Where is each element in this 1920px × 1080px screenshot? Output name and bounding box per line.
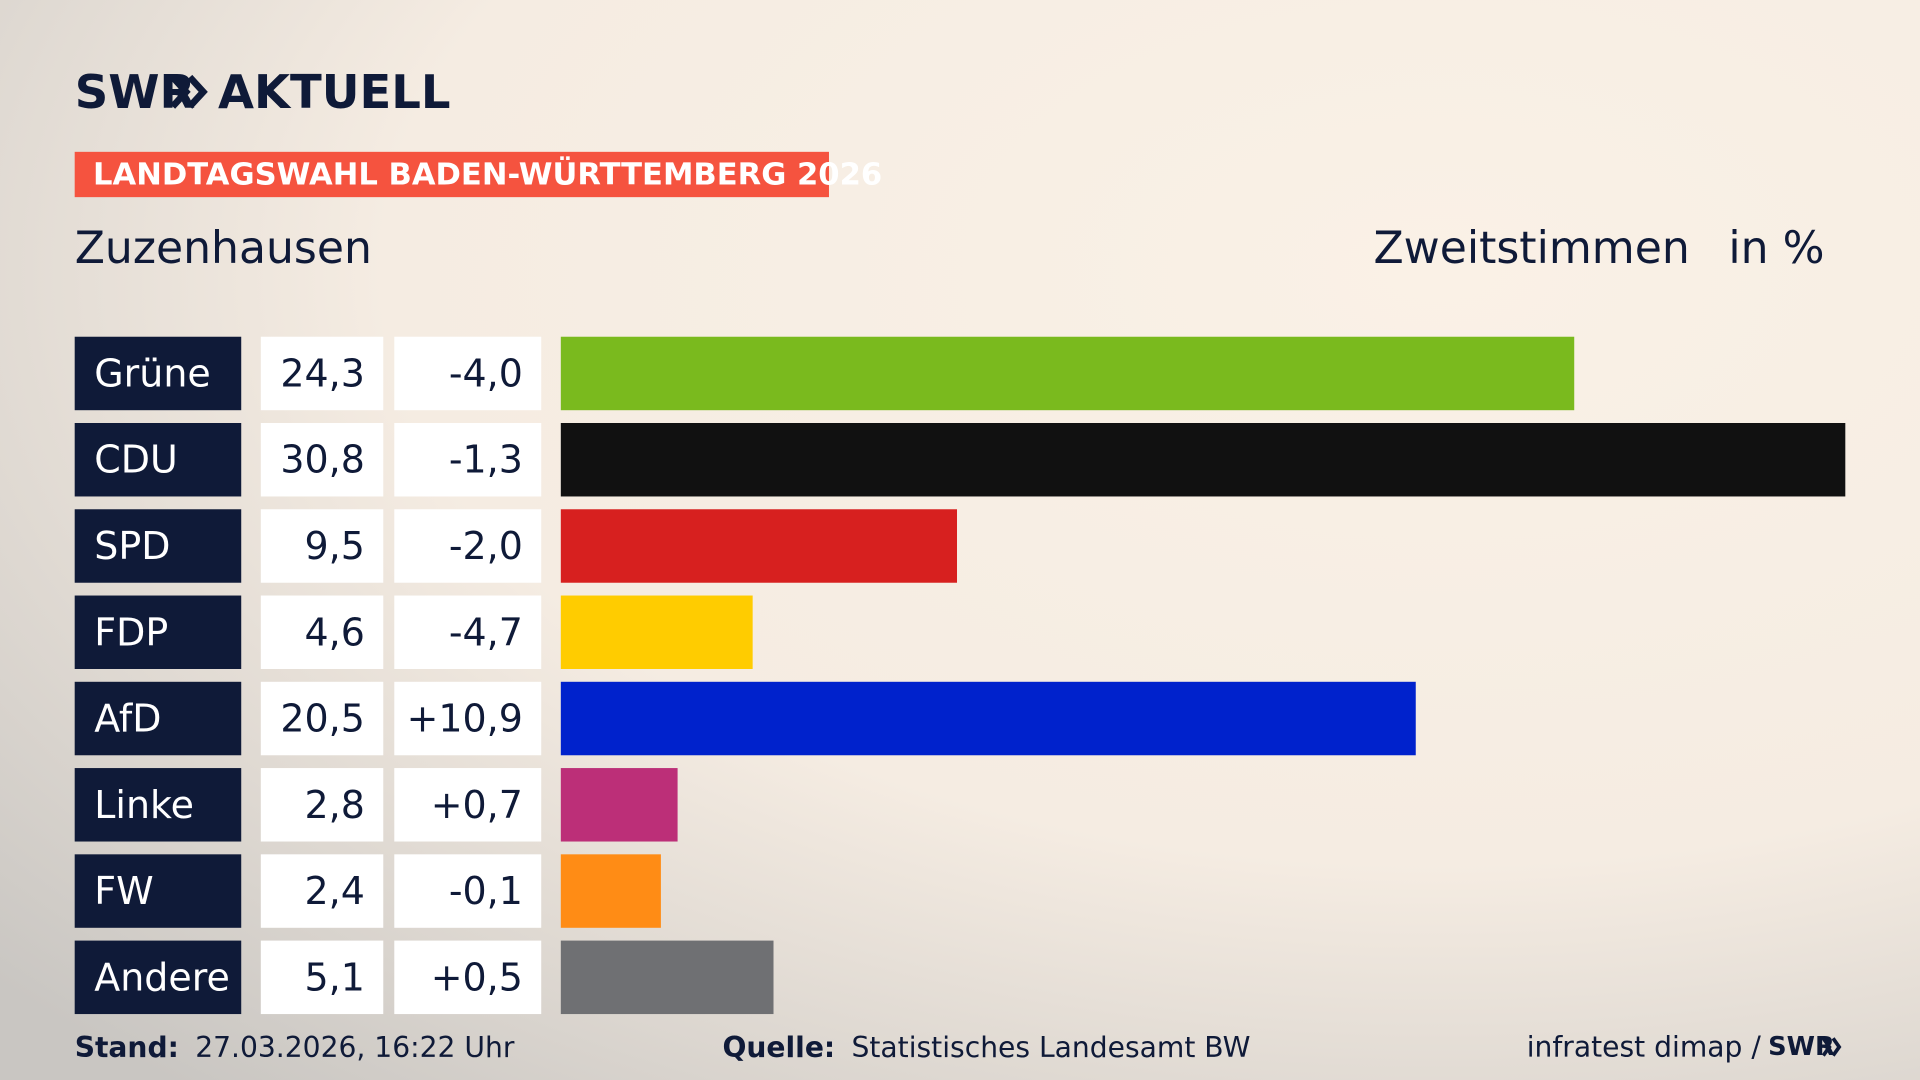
party-cell	[74, 940, 242, 1015]
party-cell	[74, 509, 242, 583]
value-label: 9,5	[305, 524, 365, 568]
footer-brand: SWR	[1768, 1032, 1835, 1062]
stand: 27.03.2026, 16:22 Uhr	[195, 1030, 515, 1063]
source-label: Quelle:	[722, 1030, 835, 1063]
change-label: +0,7	[431, 783, 523, 827]
value-cell	[260, 940, 384, 1015]
party-cell	[74, 768, 242, 842]
change-cell	[394, 423, 542, 497]
banner: LANDTAGSWAHL BADEN-WÜRTTEMBERG 2026	[93, 156, 882, 193]
value-label: 2,4	[305, 869, 365, 913]
change-label: -2,0	[449, 524, 523, 568]
change-label: -1,3	[449, 438, 523, 482]
value-label: 2,8	[305, 783, 365, 827]
footer-chevrons	[1821, 1037, 1842, 1057]
party-cell	[74, 854, 242, 928]
bar	[560, 336, 1575, 411]
logo-chevrons	[170, 74, 208, 109]
rows: Grüne 24,3 -4,0 CDU 30,8 -1,3 SPD 9,5 -2,0 FDP 4,6…	[74, 336, 1846, 1015]
value-cell	[260, 681, 384, 756]
bar	[560, 768, 678, 842]
change-cell	[394, 509, 542, 583]
chart-subtitle: Zweitstimmen	[1373, 223, 1689, 274]
value-cell	[260, 423, 384, 497]
party-label: AfD	[94, 697, 161, 741]
change-label: -0,1	[449, 869, 523, 913]
value-label: 20,5	[280, 697, 364, 741]
chart-title: Zuzenhausen	[75, 223, 372, 274]
change-cell	[394, 336, 542, 411]
bar	[560, 854, 661, 928]
bar	[560, 595, 753, 669]
value-label: 5,1	[305, 955, 365, 999]
bar	[560, 940, 774, 1015]
party-label: CDU	[94, 438, 177, 482]
source: Statistisches Landesamt BW	[851, 1030, 1250, 1063]
banner-box	[74, 151, 829, 198]
institute: infratest dimap /	[1527, 1030, 1762, 1063]
value-label: 24,3	[280, 351, 364, 395]
value-cell	[260, 336, 384, 411]
party-label: Linke	[94, 783, 194, 827]
change-cell	[394, 940, 542, 1015]
value-cell	[260, 595, 384, 669]
party-label: FDP	[94, 610, 168, 654]
stand-label: Stand:	[75, 1030, 179, 1063]
change-label: -4,7	[449, 610, 523, 654]
party-cell	[74, 423, 242, 497]
party-cell	[74, 595, 242, 669]
logo-name: AKTUELL	[218, 65, 451, 119]
change-cell	[394, 854, 542, 928]
change-cell	[394, 681, 542, 756]
bar	[560, 509, 958, 583]
bar	[560, 681, 1416, 756]
unit: in %	[1728, 223, 1824, 274]
logo-brand: SWR	[75, 65, 196, 119]
change-cell	[394, 595, 542, 669]
change-cell	[394, 768, 542, 842]
value-label: 4,6	[305, 610, 365, 654]
party-cell	[74, 681, 242, 756]
bar	[560, 423, 1846, 497]
party-label: FW	[94, 869, 153, 913]
value-cell	[260, 768, 384, 842]
value-cell	[260, 854, 384, 928]
change-label: +10,9	[407, 697, 523, 741]
party-label: Grüne	[94, 351, 210, 395]
footer-stand: Stand: 27.03.2026, 16:22 Uhr	[75, 1030, 515, 1063]
footer-source: Quelle: Statistisches Landesamt BW	[722, 1030, 1250, 1063]
value-label: 30,8	[280, 438, 364, 482]
party-label: Andere	[94, 955, 230, 999]
party-label: SPD	[94, 524, 170, 568]
change-label: +0,5	[431, 955, 523, 999]
value-cell	[260, 509, 384, 583]
party-cell	[74, 336, 242, 411]
change-label: -4,0	[449, 351, 523, 395]
